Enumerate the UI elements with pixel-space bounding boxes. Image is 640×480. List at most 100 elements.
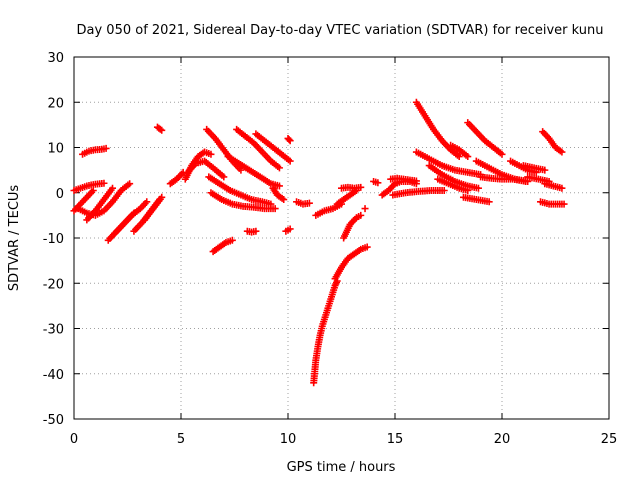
- series-arc45: [477, 173, 530, 185]
- y-tick-label: 10: [47, 142, 64, 157]
- series-arc31: [338, 183, 365, 192]
- series-arc36: [370, 177, 382, 187]
- data-point: [286, 157, 294, 165]
- series-arc1: [79, 144, 110, 158]
- data-point: [109, 184, 117, 192]
- series-arc27: [331, 243, 371, 283]
- series-arc51: [537, 198, 568, 208]
- data-point: [143, 198, 151, 206]
- data-point: [286, 225, 294, 233]
- data-point: [158, 126, 166, 134]
- data-point: [126, 180, 134, 188]
- y-tick-label: -50: [43, 413, 64, 428]
- x-tick-label: 25: [601, 432, 618, 447]
- data-point: [485, 198, 493, 206]
- series-arc15: [205, 173, 275, 208]
- series-arc22: [269, 184, 288, 204]
- data-point: [560, 200, 568, 208]
- series-arc24: [282, 225, 294, 235]
- series-arc49: [539, 128, 566, 156]
- data-point: [207, 150, 215, 158]
- y-tick-label: -30: [43, 323, 64, 338]
- data-point: [158, 193, 166, 201]
- series-arc47: [519, 162, 549, 174]
- series-arc28: [340, 211, 365, 242]
- data-point: [220, 173, 228, 181]
- series-arc39: [425, 162, 482, 192]
- data-point: [357, 183, 365, 191]
- data-point: [156, 125, 164, 133]
- series-arc38: [412, 148, 485, 179]
- data-point: [100, 179, 108, 187]
- data-point: [89, 186, 97, 194]
- y-tick-label: 30: [47, 51, 64, 66]
- data-point: [280, 196, 288, 204]
- series-arc50: [541, 180, 566, 192]
- series-arc35: [389, 186, 448, 199]
- x-tick-label: 20: [494, 432, 511, 447]
- data-point: [305, 199, 313, 207]
- data-point: [440, 186, 448, 194]
- y-axis-label: SDTVAR / TECUs: [7, 185, 22, 292]
- data-point: [252, 227, 260, 235]
- series-arc32: [361, 205, 369, 213]
- series-arc16: [207, 189, 279, 213]
- data-point: [522, 177, 530, 185]
- data-point: [541, 166, 549, 174]
- series-arc13: [183, 157, 228, 181]
- series-arc34: [387, 174, 420, 185]
- data-point: [455, 153, 463, 161]
- y-tick-label: 20: [47, 96, 64, 111]
- data-point: [285, 136, 293, 144]
- x-tick-label: 10: [280, 432, 297, 447]
- y-tick-label: -20: [43, 277, 64, 292]
- series-arc42: [459, 193, 493, 206]
- series-arc2: [70, 179, 108, 194]
- data-point: [374, 179, 382, 187]
- series-arc20: [252, 130, 294, 165]
- y-tick-label: 0: [56, 187, 64, 202]
- data-point: [464, 186, 472, 194]
- x-axis-label: GPS time / hours: [287, 460, 396, 475]
- x-tick-label: 15: [387, 432, 404, 447]
- series-arc9: [141, 193, 166, 224]
- series-arc11: [166, 168, 187, 188]
- data-point: [357, 211, 365, 219]
- data-point: [558, 184, 566, 192]
- y-tick-label: -10: [43, 232, 64, 247]
- series-arc7: [111, 198, 151, 237]
- series-arc3: [70, 186, 97, 215]
- series-arc23: [284, 134, 294, 145]
- series-arc4: [74, 180, 134, 219]
- x-tick-label: 0: [70, 432, 78, 447]
- series-arc18: [233, 125, 283, 172]
- data-point: [363, 243, 371, 251]
- data-point: [286, 137, 294, 145]
- series-arc43: [464, 119, 506, 158]
- data-point: [275, 182, 283, 190]
- series-arc5: [83, 184, 117, 224]
- series-arc40: [434, 175, 472, 194]
- data-point: [498, 150, 506, 158]
- series-arc26: [310, 277, 341, 387]
- data-point: [102, 144, 110, 152]
- chart-title: Day 050 of 2021, Sidereal Day-to-day VTE…: [77, 23, 604, 38]
- data-point: [464, 153, 472, 161]
- data-point: [275, 164, 283, 172]
- data-point: [412, 177, 420, 185]
- series-arc10: [153, 123, 166, 134]
- grid-layer: [74, 57, 609, 419]
- data-points: [70, 98, 568, 387]
- series-arc17: [209, 236, 236, 256]
- tick-layer: 0 5 10 15 20 25 30 20 10 0 -10 -20 -30 -40 -50: [43, 51, 618, 447]
- data-point: [558, 148, 566, 156]
- data-point: [474, 184, 482, 192]
- data-point: [361, 205, 369, 213]
- y-tick-label: -40: [43, 368, 64, 383]
- series-arc21: [243, 227, 260, 236]
- series-arc25: [293, 198, 313, 208]
- series-arc41: [447, 141, 472, 161]
- x-tick-label: 5: [177, 432, 185, 447]
- data-point: [228, 236, 236, 244]
